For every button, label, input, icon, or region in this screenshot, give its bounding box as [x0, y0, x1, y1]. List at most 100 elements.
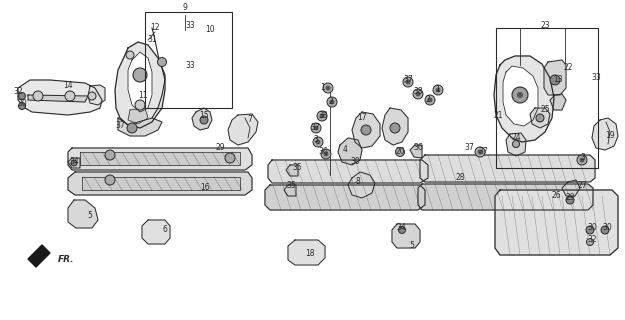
Polygon shape	[284, 185, 296, 196]
Polygon shape	[68, 172, 252, 195]
Circle shape	[361, 125, 371, 135]
Text: 22: 22	[563, 63, 572, 73]
Text: 29: 29	[215, 143, 225, 153]
Text: 34: 34	[396, 223, 406, 233]
Circle shape	[390, 123, 400, 133]
Circle shape	[323, 83, 333, 93]
Polygon shape	[18, 80, 102, 115]
Text: 26: 26	[551, 190, 561, 199]
Polygon shape	[550, 94, 566, 110]
Text: 13: 13	[553, 76, 563, 84]
Circle shape	[317, 111, 327, 121]
Circle shape	[127, 123, 137, 133]
Circle shape	[416, 92, 421, 97]
Polygon shape	[348, 172, 375, 198]
Text: 1: 1	[321, 84, 326, 92]
Polygon shape	[418, 184, 593, 210]
Circle shape	[135, 100, 145, 110]
Circle shape	[428, 98, 432, 102]
Polygon shape	[503, 66, 538, 126]
Text: 4: 4	[342, 146, 348, 155]
Polygon shape	[410, 145, 422, 158]
Text: 5: 5	[88, 211, 92, 220]
Text: 15: 15	[199, 110, 209, 119]
Text: 20: 20	[395, 148, 405, 156]
Polygon shape	[392, 224, 420, 248]
Polygon shape	[142, 220, 170, 244]
Polygon shape	[82, 177, 240, 190]
Polygon shape	[562, 180, 580, 196]
Text: 29: 29	[565, 194, 575, 203]
Circle shape	[329, 100, 334, 105]
Circle shape	[433, 85, 443, 95]
Polygon shape	[228, 114, 258, 145]
Polygon shape	[495, 190, 618, 255]
Polygon shape	[68, 200, 98, 228]
Polygon shape	[352, 112, 380, 148]
Polygon shape	[88, 85, 105, 105]
Circle shape	[200, 116, 208, 124]
Text: 7: 7	[248, 116, 252, 124]
Circle shape	[321, 149, 331, 159]
Circle shape	[517, 92, 523, 98]
Circle shape	[425, 95, 435, 105]
Circle shape	[577, 155, 587, 165]
Circle shape	[413, 89, 423, 99]
Circle shape	[327, 97, 337, 107]
Circle shape	[133, 68, 147, 82]
Text: 30: 30	[587, 223, 597, 233]
Text: 35: 35	[286, 180, 296, 189]
Polygon shape	[420, 155, 595, 182]
Text: 10: 10	[205, 26, 215, 35]
Circle shape	[19, 92, 26, 100]
Text: 34: 34	[69, 157, 79, 166]
Text: 16: 16	[200, 183, 210, 193]
Polygon shape	[286, 165, 298, 176]
Circle shape	[512, 87, 528, 103]
Text: 19: 19	[605, 131, 615, 140]
Circle shape	[403, 77, 413, 87]
Polygon shape	[265, 185, 425, 210]
Text: 17: 17	[357, 114, 367, 123]
Text: 23: 23	[540, 20, 550, 29]
Circle shape	[586, 226, 594, 234]
Text: 37: 37	[478, 148, 488, 156]
Circle shape	[512, 140, 519, 148]
Circle shape	[126, 51, 134, 59]
Polygon shape	[128, 52, 152, 112]
Circle shape	[536, 114, 544, 122]
Text: 31: 31	[148, 36, 157, 44]
Circle shape	[105, 150, 115, 160]
Text: 30: 30	[17, 99, 27, 108]
Polygon shape	[68, 148, 252, 170]
Circle shape	[436, 87, 441, 92]
Text: 28: 28	[455, 173, 465, 182]
Text: 5: 5	[409, 241, 414, 250]
Bar	[496, 28, 598, 168]
Circle shape	[566, 196, 574, 204]
Text: 32: 32	[588, 236, 597, 244]
Polygon shape	[530, 108, 550, 128]
Text: 33: 33	[591, 74, 601, 83]
Polygon shape	[268, 160, 428, 183]
Polygon shape	[80, 152, 240, 165]
Polygon shape	[115, 42, 165, 128]
Bar	[145, 12, 232, 108]
Circle shape	[71, 160, 77, 166]
Circle shape	[475, 147, 485, 157]
Text: 35: 35	[292, 164, 302, 172]
Text: 38: 38	[318, 110, 328, 119]
Circle shape	[65, 91, 75, 101]
Text: 24: 24	[511, 133, 521, 142]
Text: 3: 3	[314, 135, 319, 145]
Text: 1: 1	[436, 85, 441, 94]
Circle shape	[313, 137, 323, 147]
Circle shape	[579, 157, 584, 163]
Polygon shape	[506, 133, 526, 156]
Text: 38: 38	[413, 87, 422, 97]
Polygon shape	[28, 245, 50, 267]
Text: 11: 11	[138, 91, 148, 100]
Text: 14: 14	[63, 81, 72, 90]
Circle shape	[316, 140, 321, 145]
Polygon shape	[118, 118, 162, 136]
